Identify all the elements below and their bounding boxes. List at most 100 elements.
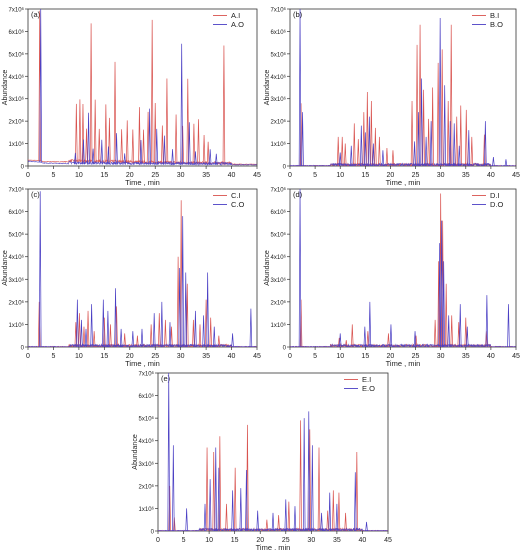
peak-b-i [357,139,360,166]
peak-b-o [372,143,375,166]
y-axis-label: Abundance [264,70,271,106]
y-tick-label: 6x10⁶ [9,209,25,216]
y-tick-label: 4x10⁶ [139,438,155,445]
y-tick-label: 1x10⁶ [271,141,287,148]
y-tick-label: 6x10⁶ [271,29,287,36]
peak-c-o [102,299,105,347]
x-tick-label: 15 [361,353,369,360]
peak-a-i [75,103,78,163]
peak-e-o [217,467,221,531]
peak-c-i [149,324,153,347]
peak-c-i [176,256,180,347]
legend-entry: C.I [231,191,241,200]
x-tick-label: 15 [100,172,108,179]
peak-d-i [351,324,354,347]
peak-a-o [123,153,126,165]
y-tick-label: 1x10⁶ [139,506,155,513]
peak-c-o [114,288,117,347]
peak-a-o [74,152,77,165]
x-tick-label: 20 [126,353,134,360]
peak-d-o [298,189,302,347]
trace-group [290,189,516,347]
peak-c-i [209,317,212,347]
peak-d-i [366,331,370,347]
peak-a-i [97,128,101,163]
peak-b-o [364,132,367,166]
peak-a-i [138,107,141,164]
peak-c-i [217,335,221,347]
peak-a-i [131,129,135,164]
peak-e-o [271,512,275,531]
plot-frame [289,188,517,348]
peak-c-i [123,333,126,347]
trace-group [158,373,388,531]
peak-a-i [165,78,169,164]
x-tick-label: 5 [51,172,55,179]
peak-c-i [78,313,81,347]
peak-b-i [418,24,422,166]
peak-a-o [107,146,110,165]
x-tick-label: 0 [26,172,30,179]
peak-a-i [153,102,157,164]
y-tick-label: 0 [283,346,287,352]
peak-e-o [320,512,323,531]
peak-b-i [431,87,434,166]
x-tick-label: 5 [51,353,55,360]
peak-d-o [459,304,462,347]
x-tick-label: 35 [333,537,341,544]
peak-e-i [233,467,237,531]
x-tick-label: 10 [75,172,83,179]
peak-e-i [332,490,335,531]
peak-b-o [381,150,385,166]
peak-e-i [168,485,172,531]
peak-a-o [208,149,212,165]
x-tick-label: 40 [228,353,236,360]
peak-b-i [391,150,395,166]
peak-c-o [119,328,123,347]
peak-e-o [335,503,339,531]
peak-c-i [109,324,112,347]
peak-a-i [113,61,117,163]
x-axis-label: Time , min [386,178,421,187]
trace-group [290,9,516,166]
x-tick-label: 0 [156,537,160,544]
peak-a-o [180,43,183,165]
x-tick-label: 20 [387,172,395,179]
panel-label: (c) [31,190,40,199]
peak-a-o [155,128,158,165]
x-tick-label: 35 [202,172,210,179]
y-tick-label: 4x10⁶ [9,254,25,261]
x-tick-label: 10 [336,353,344,360]
peak-a-i [174,114,178,164]
x-tick-label: 45 [512,172,520,179]
peak-c-o [168,322,172,347]
peak-a-o [148,108,151,165]
x-axis-label: Time , min [256,543,291,550]
peak-b-o [413,141,416,166]
peak-b-i [378,136,381,166]
x-tick-label: 10 [205,537,213,544]
peak-b-o [448,121,452,166]
peak-c-i [37,301,41,347]
x-tick-label: 35 [462,353,470,360]
peak-b-i [436,62,440,166]
peak-a-o [188,122,191,165]
peak-c-o [206,272,209,347]
peak-b-i [374,127,377,166]
x-tick-label: 30 [177,353,185,360]
y-tick-label: 5x10⁶ [271,232,287,239]
peak-b-o [504,159,508,166]
y-tick-label: 0 [151,530,155,536]
x-axis-label: Time , min [125,178,160,187]
legend-entry: D.O [490,200,504,209]
peak-d-o [368,301,372,347]
peak-c-i [198,324,202,347]
peak-b-i [446,100,450,166]
peak-b-o [338,152,342,166]
panel-label: (a) [31,10,41,19]
peak-b-i [427,118,430,166]
x-tick-label: 30 [437,353,445,360]
chart-panel-c: 0 5 10 15 20 25 30 35 40 45 0 1x10⁶ 2x10⁶ 3x10⁶ 4x10⁶ 5… [2,187,261,369]
peak-b-o [424,136,428,166]
y-tick-label: 2x10⁶ [139,483,155,490]
